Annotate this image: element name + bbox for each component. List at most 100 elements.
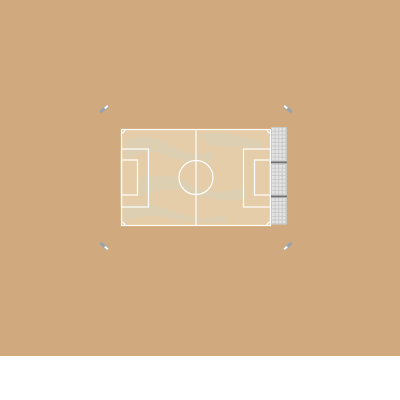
- stand-seat: [279, 216, 282, 220]
- stand-seat: [272, 216, 275, 220]
- floodlight-top-right[interactable]: [283, 104, 293, 114]
- game-scene: [0, 0, 400, 356]
- stand-seat: [275, 165, 279, 168]
- stand-seat: [272, 213, 275, 216]
- stand-seat: [272, 190, 275, 194]
- stand-seat: [275, 202, 279, 205]
- stand-seat: [282, 165, 286, 168]
- stand-seat: [279, 139, 282, 142]
- stand-seat: [272, 142, 275, 146]
- stand-seat: [275, 150, 279, 153]
- stand-seat: [279, 165, 282, 168]
- stadium-view: [99, 104, 293, 251]
- stand-seat: [275, 213, 279, 216]
- stand-seat: [275, 157, 279, 161]
- stand-seat: [282, 213, 286, 216]
- floodlight-bottom-left[interactable]: [99, 241, 109, 251]
- stand-seat: [275, 216, 279, 220]
- stand-seat: [279, 190, 282, 194]
- stand-seat: [275, 220, 279, 224]
- stand-seat: [282, 153, 286, 157]
- stand-seat: [282, 168, 286, 172]
- floodlight-top-left[interactable]: [99, 104, 109, 114]
- stand-seat: [272, 220, 275, 224]
- stand-seat: [272, 131, 275, 135]
- stand-seat: [279, 202, 282, 205]
- stand-seat: [279, 183, 282, 187]
- stand-seat: [275, 205, 279, 209]
- stand-seat: [275, 146, 279, 150]
- floodlight-lamp-icon: [104, 245, 109, 250]
- stand-seat: [282, 190, 286, 194]
- stand-seat: [279, 168, 282, 172]
- pitch-markings: [120, 128, 272, 227]
- stand-seat: [282, 157, 286, 161]
- stand-seat: [275, 198, 279, 201]
- stand-seat: [279, 128, 282, 131]
- stand-seat: [282, 135, 286, 139]
- stand-seat: [282, 205, 286, 209]
- stand-seat: [275, 183, 279, 187]
- stand-seat: [282, 187, 286, 190]
- stand-seat: [279, 150, 282, 153]
- stand-seat: [282, 150, 286, 153]
- stand-seat: [282, 202, 286, 205]
- stand-seat: [275, 172, 279, 176]
- corner-arc-top-right: [266, 129, 271, 134]
- stand-seat: [272, 128, 275, 131]
- stand-seat: [282, 209, 286, 213]
- stand-seat: [279, 172, 282, 176]
- stand-seat: [275, 128, 279, 131]
- stand-seat: [275, 135, 279, 139]
- stand-seat: [282, 176, 286, 179]
- stand-seat: [279, 131, 282, 135]
- stand-seat: [275, 179, 279, 183]
- stand-seat: [272, 168, 275, 172]
- stand-seat: [279, 220, 282, 224]
- stand-seat: [275, 139, 279, 142]
- stand-seat: [282, 172, 286, 176]
- stand-seat: [282, 131, 286, 135]
- floodlight-bottom-right[interactable]: [283, 241, 293, 251]
- corner-arc-bottom-right: [266, 221, 271, 226]
- stand-seat: [282, 198, 286, 201]
- floodlight-lamp-icon: [283, 245, 288, 250]
- stand-seat: [282, 139, 286, 142]
- stand-seat: [282, 220, 286, 224]
- stand-seat: [272, 172, 275, 176]
- stand-seat: [282, 146, 286, 150]
- stand-seat: [279, 209, 282, 213]
- stand-seat: [279, 176, 282, 179]
- stand-seat: [275, 187, 279, 190]
- stand-seat: [272, 179, 275, 183]
- stand-seat: [272, 165, 275, 168]
- stand-seat: [275, 190, 279, 194]
- stand-seat: [279, 213, 282, 216]
- left-goal-box: [120, 159, 139, 196]
- pitch-turf-patches: [124, 133, 262, 223]
- stand-seat: [272, 202, 275, 205]
- stand-seat: [279, 187, 282, 190]
- corner-arc-top-left: [121, 129, 126, 134]
- stand-seat: [272, 209, 275, 213]
- right-goal-box: [253, 159, 272, 196]
- stand-seat: [282, 216, 286, 220]
- centre-circle: [178, 159, 214, 196]
- stand-seat: [272, 153, 275, 157]
- stand-seat: [272, 157, 275, 161]
- stand-seat: [279, 205, 282, 209]
- stand-seat: [279, 157, 282, 161]
- stand-seat: [279, 142, 282, 146]
- stand-seat: [279, 135, 282, 139]
- floodlight-lamp-icon: [104, 105, 109, 110]
- stand-seat: [272, 135, 275, 139]
- empty-area: [0, 356, 400, 400]
- spectator-stand[interactable]: [271, 127, 287, 225]
- stand-seat: [279, 179, 282, 183]
- corner-arc-bottom-left: [121, 221, 126, 226]
- stand-seat: [272, 150, 275, 153]
- football-pitch[interactable]: [120, 128, 272, 227]
- stand-seat: [272, 146, 275, 150]
- stand-seat: [279, 198, 282, 201]
- stand-seat: [279, 146, 282, 150]
